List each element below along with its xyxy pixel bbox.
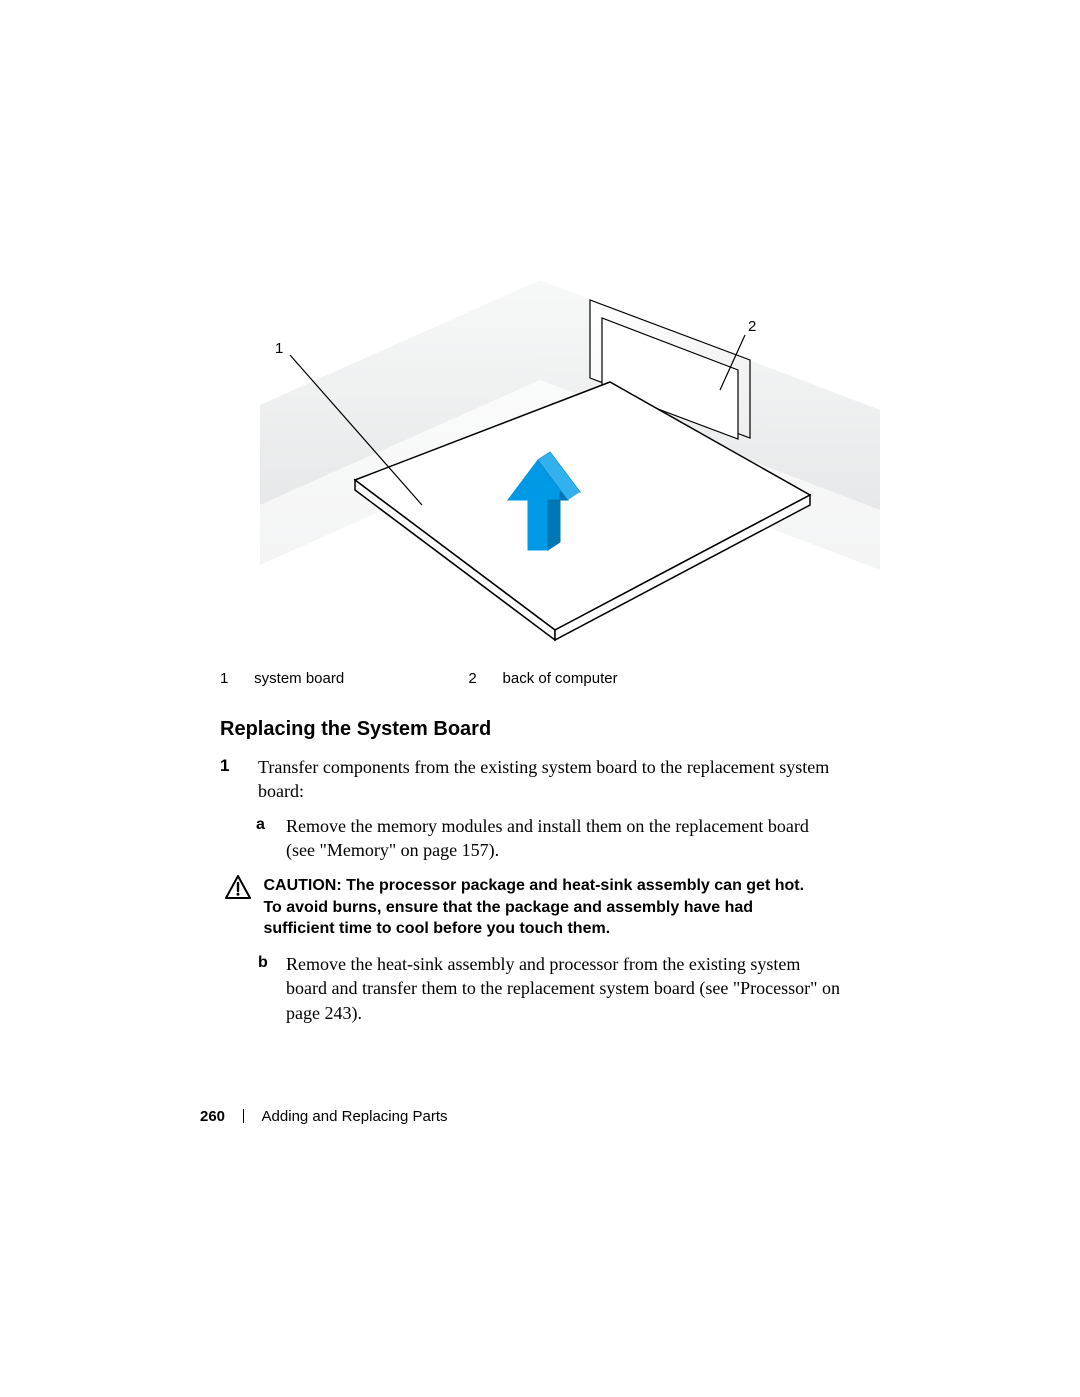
substep-b: b Remove the heat-sink assembly and proc… <box>258 952 843 1025</box>
caution-text: CAUTION: The processor package and heat-… <box>263 875 823 940</box>
warning-triangle-icon <box>225 875 251 906</box>
page-footer: 260 Adding and Replacing Parts <box>200 1108 448 1125</box>
chapter-title: Adding and Replacing Parts <box>262 1108 448 1125</box>
callout-2-number: 2 <box>748 318 756 335</box>
step-1-block: 1 Transfer components from the existing … <box>238 755 838 862</box>
substep-b-letter: b <box>258 952 268 974</box>
legend-1-text: system board <box>254 670 464 687</box>
legend-2-text: back of computer <box>503 670 713 687</box>
step-1-text: Transfer components from the existing sy… <box>258 755 838 804</box>
substep-a-text: Remove the memory modules and install th… <box>286 814 838 863</box>
legend-2-num: 2 <box>468 670 498 687</box>
diagram-legend: 1 system board 2 back of computer <box>220 670 713 687</box>
substep-a: a Remove the memory modules and install … <box>258 814 838 863</box>
system-board-diagram: 1 2 <box>190 260 890 660</box>
substep-b-text: Remove the heat-sink assembly and proces… <box>286 952 843 1025</box>
manual-page: 1 2 1 system board 2 back of computer Re… <box>0 0 1080 1397</box>
page-number: 260 <box>200 1108 225 1125</box>
footer-separator <box>243 1109 244 1123</box>
substep-a-letter: a <box>256 814 265 836</box>
callout-1-number: 1 <box>275 340 283 357</box>
step-number-1: 1 <box>220 755 229 778</box>
section-heading: Replacing the System Board <box>220 718 491 741</box>
caution-label: CAUTION: <box>263 877 341 894</box>
legend-1-num: 1 <box>220 670 250 687</box>
caution-block: CAUTION: The processor package and heat-… <box>225 875 845 940</box>
caution-body: The processor package and heat-sink asse… <box>263 877 804 937</box>
